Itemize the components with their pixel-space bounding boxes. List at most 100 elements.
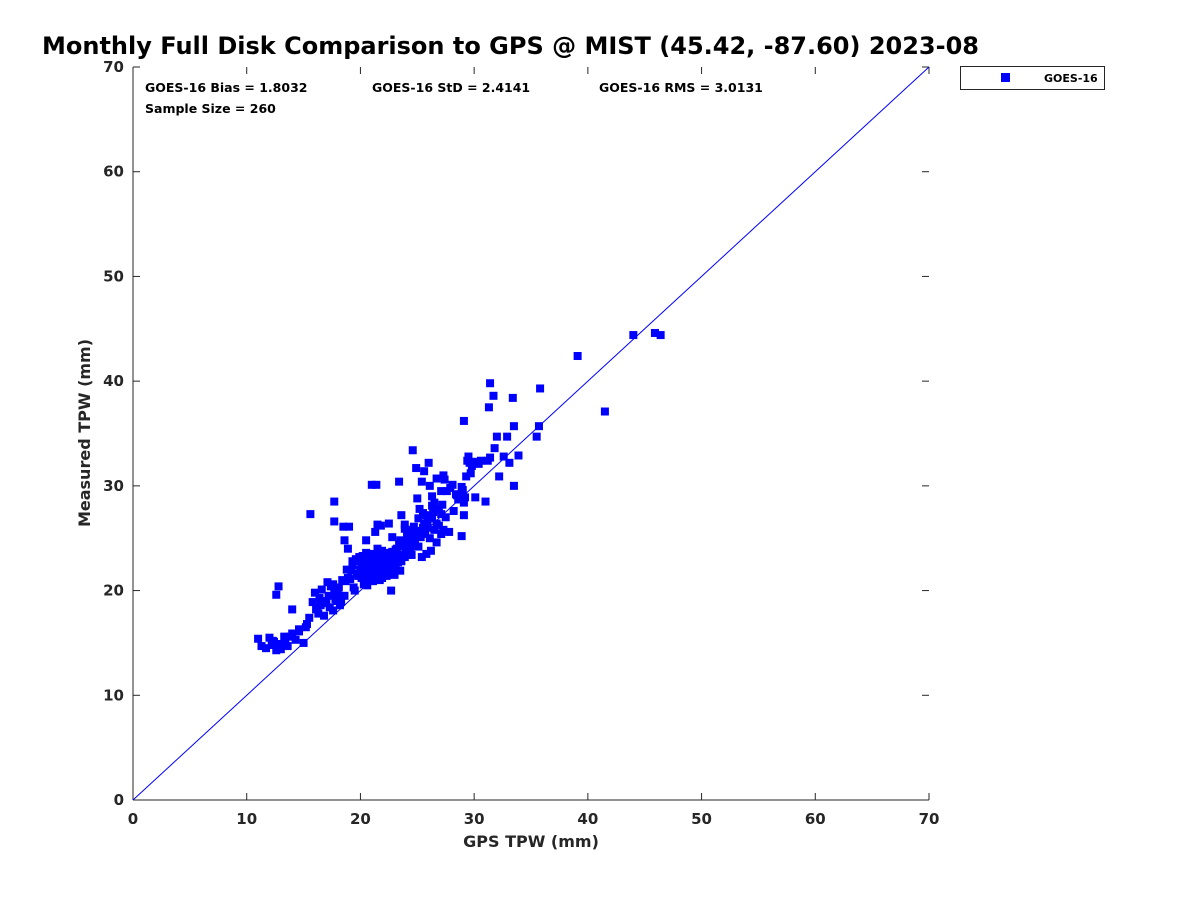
data-point [486,379,495,388]
data-point [340,536,349,545]
data-point [343,544,352,553]
data-point [458,486,467,495]
data-point [395,477,404,486]
y-axis-label: Measured TPW (mm) [75,339,94,527]
data-point [330,587,339,596]
legend-marker [1001,73,1010,82]
data-point [495,472,504,481]
data-point [280,632,289,641]
x-tick-label: 0 [128,810,138,828]
one-to-one-line [132,66,930,801]
data-point [316,601,325,610]
data-point [396,536,405,545]
x-axis-label: GPS TPW (mm) [463,832,599,851]
data-point [367,550,376,559]
data-point [368,577,377,586]
data-point [397,511,406,520]
data-point [274,582,283,591]
data-point [315,593,324,602]
data-point [503,432,512,441]
reference-line-group [132,66,930,801]
data-point [302,620,311,629]
data-point [437,487,446,496]
data-point [429,508,438,517]
data-point [372,480,381,489]
data-point [330,497,339,506]
data-point [413,494,422,503]
data-point [391,555,400,564]
data-point [466,469,475,478]
data-point [407,550,416,559]
data-point [387,565,396,574]
data-point [310,588,319,597]
y-tick-label: 60 [103,163,124,181]
y-tick-label: 70 [103,58,124,76]
y-tick-label: 50 [103,267,124,285]
data-point [470,457,479,466]
x-tick-label: 50 [691,810,712,828]
data-point [364,576,373,585]
data-point [329,580,338,589]
data-point [499,452,508,461]
data-point [409,522,418,531]
data-point [317,585,326,594]
data-point [371,527,380,536]
data-point [509,422,518,431]
data-point [424,514,433,523]
data-point [438,500,447,509]
data-point [391,564,400,573]
data-point [399,542,408,551]
data-point [320,611,329,620]
data-point [288,605,297,614]
data-point [383,569,392,578]
data-point [459,416,468,425]
data-point [437,510,446,519]
plot-axes: 0 10 20 30 40 50 60 70 0 10 20 30 40 50 60 70 [103,58,939,828]
data-point [422,549,431,558]
data-point [285,632,294,641]
data-point [359,567,368,576]
data-point [392,544,401,553]
data-point [337,598,346,607]
data-point [396,566,405,575]
data-point [459,498,468,507]
data-point [629,331,638,340]
data-point [308,598,317,607]
data-point [433,505,442,514]
data-point [374,556,383,565]
data-point [462,472,471,481]
data-point [425,481,434,490]
data-point [299,638,308,647]
data-point [383,556,392,565]
data-point [323,578,332,587]
data-point [390,570,399,579]
data-point [471,493,480,502]
data-point [514,451,523,460]
data-point [330,517,339,526]
data-point [376,521,385,530]
data-point [508,393,517,402]
data-point [505,458,514,467]
data-point [454,495,463,504]
data-point [453,491,462,500]
x-tick-label: 70 [919,810,940,828]
data-point [440,475,449,484]
stat-bias: GOES-16 Bias = 1.8032 [145,80,307,95]
data-point [439,471,448,480]
data-point [342,565,351,574]
data-point [423,523,432,532]
data-points [254,328,665,655]
data-point [343,574,352,583]
data-point [411,538,420,547]
data-point [416,533,425,542]
x-tick-label: 20 [350,810,371,828]
data-point [400,524,409,533]
data-point [321,597,330,606]
data-point [400,537,409,546]
data-point [415,526,424,535]
data-point [430,525,439,534]
stat-rms: GOES-16 RMS = 3.0131 [599,80,763,95]
chart-title: Monthly Full Disk Comparison to GPS @ MI… [42,32,979,60]
data-point [420,467,429,476]
data-point [379,567,388,576]
